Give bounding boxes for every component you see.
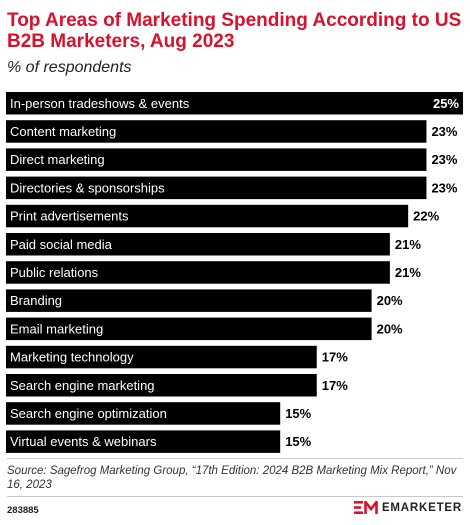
category-label: Search engine optimization	[10, 406, 167, 421]
category-label: Content marketing	[10, 124, 116, 139]
value-label: 25%	[433, 96, 459, 111]
bar	[6, 261, 390, 284]
bar	[6, 233, 390, 256]
value-label: 15%	[285, 406, 311, 421]
value-label: 22%	[413, 209, 439, 224]
value-label: 23%	[431, 152, 457, 167]
bar	[6, 317, 372, 341]
value-label: 17%	[322, 378, 348, 393]
brand-logo: EMARKETER	[353, 501, 462, 514]
value-label: 20%	[377, 321, 403, 336]
category-label: Print advertisements	[10, 209, 129, 224]
brand-name: EMARKETER	[381, 501, 462, 514]
bar	[6, 120, 427, 143]
chart-title: Top Areas of Marketing Spending Accordin…	[7, 10, 462, 52]
value-label: 20%	[377, 293, 403, 308]
em-logo-icon	[353, 501, 378, 514]
bar	[6, 374, 317, 397]
bar	[6, 430, 281, 453]
category-label: Branding	[10, 293, 62, 308]
bar	[6, 92, 463, 115]
bar	[6, 148, 427, 171]
chart-subtitle: % of respondents	[7, 59, 132, 76]
divider-line	[7, 458, 463, 459]
category-label: Directories & sponsorships	[10, 180, 165, 195]
bar	[6, 176, 427, 200]
bar	[6, 204, 409, 228]
category-label: Direct marketing	[10, 152, 105, 167]
category-label: Email marketing	[10, 321, 103, 336]
bar	[6, 345, 317, 369]
divider-line	[7, 496, 463, 497]
category-label: Virtual events & webinars	[10, 434, 157, 449]
category-label: In-person tradeshows & events	[10, 96, 190, 111]
category-label: Marketing technology	[10, 350, 134, 365]
category-label: Search engine marketing	[10, 378, 155, 393]
value-label: 21%	[395, 237, 421, 252]
bar	[6, 289, 372, 312]
source-note: Source: Sagefrog Marketing Group, “17th …	[7, 465, 457, 491]
value-label: 21%	[395, 265, 421, 280]
bar	[6, 402, 281, 425]
chart-id: 283885	[7, 505, 39, 516]
value-label: 23%	[431, 180, 457, 195]
category-label: Public relations	[10, 265, 99, 280]
bar-chart: In-person tradeshows & events 25% Content …	[6, 92, 463, 453]
value-label: 15%	[285, 434, 311, 449]
category-label: Paid social media	[10, 237, 113, 252]
value-label: 23%	[431, 124, 457, 139]
value-label: 17%	[322, 350, 348, 365]
